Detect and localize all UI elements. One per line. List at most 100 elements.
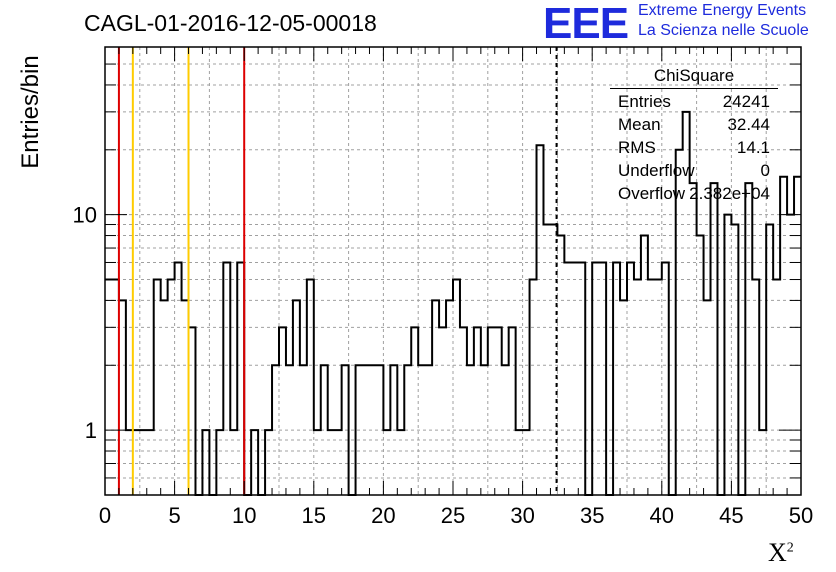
histogram-bin	[432, 300, 439, 495]
histogram-bin	[251, 430, 258, 495]
histogram-bin	[704, 300, 711, 495]
x-axis-label: X2	[768, 538, 794, 568]
histogram-bin	[537, 145, 544, 495]
histogram-bin	[265, 430, 272, 495]
histogram-bin	[307, 280, 314, 495]
histogram-bin	[363, 365, 370, 495]
x-tick-label: 45	[719, 503, 743, 528]
histogram-bin	[300, 365, 307, 495]
histogram-bin	[237, 262, 244, 495]
histogram-bin	[495, 327, 502, 495]
histogram-bin	[182, 300, 189, 495]
x-tick-label: 0	[99, 503, 111, 528]
chart-title: CAGL-01-2016-12-05-00018	[84, 10, 377, 36]
histogram-bin	[376, 365, 383, 495]
x-tick-label: 10	[232, 503, 256, 528]
histogram-bin	[752, 280, 759, 495]
marker-lines	[117, 47, 558, 495]
histogram-bin	[335, 430, 342, 495]
histogram-bin	[523, 430, 530, 495]
histogram-bin	[328, 430, 335, 495]
histogram-bin	[488, 327, 495, 495]
histogram-bars	[105, 110, 801, 496]
histogram-bin	[634, 280, 641, 495]
histogram-bin	[383, 430, 390, 495]
histogram-bin	[418, 365, 425, 495]
histogram-bin	[342, 365, 349, 495]
stats-title: ChiSquare	[610, 66, 778, 89]
histogram-bin	[578, 262, 585, 495]
histogram-bin	[279, 327, 286, 495]
histogram-bin	[230, 430, 237, 495]
histogram-bin	[467, 365, 474, 495]
stats-label: Entries	[618, 92, 671, 111]
histogram-bin	[411, 327, 418, 495]
histogram-bin	[731, 225, 738, 495]
histogram-bin	[759, 430, 766, 495]
histogram-bin	[773, 280, 780, 495]
eee-logo: EEE	[543, 0, 629, 48]
histogram-bin	[105, 280, 112, 495]
histogram-bin	[147, 430, 154, 495]
y-axis-label: Entries/bin	[17, 55, 44, 169]
histogram-bin	[711, 183, 718, 495]
histogram-bin	[369, 365, 376, 495]
histogram-bin	[690, 183, 697, 495]
stats-label: Overflow	[618, 184, 686, 203]
axis-ticks: 0 5 10 15 20 25 30 35 40 45 50 1 10	[73, 47, 813, 528]
histogram-bin	[446, 300, 453, 495]
histogram-bin	[662, 262, 669, 495]
histogram-bin	[787, 215, 794, 495]
histogram-bin	[140, 430, 147, 495]
stats-label: RMS	[618, 138, 656, 157]
stats-box: ChiSquare Entries 24241 Mean 32.44 RMS 14.1…	[610, 66, 778, 205]
histogram-bin	[780, 177, 787, 495]
x-tick-label: 40	[650, 503, 674, 528]
histogram-bin	[648, 280, 655, 495]
histogram-bin	[474, 327, 481, 495]
histogram-bin	[390, 365, 397, 495]
stats-value: 32.44	[727, 115, 770, 134]
x-tick-label: 15	[302, 503, 326, 528]
histogram-bin	[404, 365, 411, 495]
histogram-bin	[175, 262, 182, 495]
stats-row: RMS 14.1	[610, 136, 778, 159]
histogram-bin	[599, 262, 606, 495]
histogram-bin	[272, 365, 279, 495]
x-axis-label-base: X	[768, 538, 787, 567]
histogram-bin	[321, 365, 328, 495]
histogram-outline	[105, 110, 801, 496]
histogram-bin	[439, 327, 446, 495]
histogram-bin	[592, 262, 599, 495]
histogram-bin	[766, 225, 773, 495]
histogram-bin	[745, 183, 752, 495]
x-tick-label: 30	[510, 503, 534, 528]
histogram-bin	[627, 262, 634, 495]
histogram-bin	[613, 262, 620, 495]
histogram-bin	[161, 300, 168, 495]
y-tick-label: 10	[73, 203, 97, 228]
histogram-bin	[502, 365, 509, 495]
histogram-bin	[571, 262, 578, 495]
histogram-bin	[543, 225, 550, 495]
histogram-bin	[516, 430, 523, 495]
stats-row: Overflow 2.382e+04	[610, 182, 778, 205]
histogram-bin	[223, 262, 230, 495]
histogram-bin	[112, 280, 119, 495]
histogram-bin	[397, 430, 404, 495]
x-tick-label: 50	[789, 503, 813, 528]
histogram-bin	[697, 236, 704, 495]
stats-value: 24241	[722, 92, 770, 111]
stats-value: 14.1	[736, 138, 770, 157]
logo-caption-line1: Extreme Energy Events	[638, 2, 807, 19]
histogram-bin	[425, 365, 432, 495]
histogram-bin	[453, 280, 460, 495]
stats-label: Mean	[618, 115, 661, 134]
stats-row: Underflow 0	[610, 159, 778, 182]
histogram-bin	[460, 327, 467, 495]
x-tick-label: 20	[371, 503, 395, 528]
histogram-bin	[356, 365, 363, 495]
x-tick-label: 35	[580, 503, 604, 528]
histogram-bin	[481, 365, 488, 495]
